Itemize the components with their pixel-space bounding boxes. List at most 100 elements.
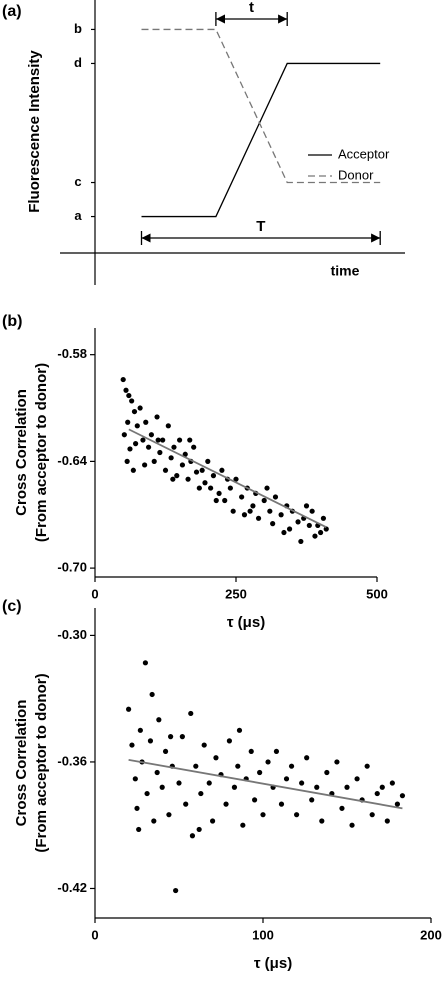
data-point	[201, 742, 207, 748]
data-point	[151, 458, 157, 464]
data-point	[142, 660, 148, 666]
data-point	[295, 519, 301, 525]
y-axis-label: Cross Correlation	[13, 700, 30, 827]
data-point	[257, 769, 263, 776]
data-point	[126, 706, 132, 712]
data-point	[162, 748, 169, 755]
x-tick-label: 250	[225, 586, 247, 601]
data-point	[173, 887, 179, 894]
data-point	[182, 451, 188, 457]
data-point	[303, 503, 310, 509]
y-tick-label: -0.36	[57, 753, 87, 768]
data-point	[314, 784, 320, 790]
data-point	[142, 462, 148, 468]
data-point	[210, 818, 216, 824]
y-tick-label: c	[74, 174, 81, 189]
data-point	[223, 801, 229, 807]
data-point	[127, 446, 133, 452]
data-point	[193, 469, 200, 475]
data-point	[154, 769, 160, 776]
data-point	[168, 734, 174, 740]
data-point	[298, 538, 304, 545]
data-point	[399, 793, 406, 799]
x-tick-label: 0	[91, 927, 98, 942]
data-point	[334, 759, 340, 765]
data-point	[231, 784, 238, 790]
data-point	[126, 392, 132, 399]
x-tick-label: 200	[420, 927, 442, 942]
data-point	[394, 801, 400, 807]
data-point	[247, 508, 253, 514]
legend-label: Acceptor	[338, 146, 390, 161]
data-point	[132, 776, 138, 782]
data-point	[202, 480, 208, 486]
data-point	[191, 444, 197, 450]
data-point	[281, 529, 287, 536]
data-point	[151, 818, 157, 824]
y-tick-label: -0.42	[57, 880, 87, 895]
data-point	[134, 805, 140, 811]
data-point	[144, 790, 150, 797]
data-point	[129, 398, 135, 404]
data-point	[170, 476, 176, 482]
data-point	[177, 437, 183, 443]
data-point	[319, 818, 325, 824]
data-point	[389, 780, 395, 786]
data-point	[354, 776, 360, 782]
data-point	[137, 405, 143, 411]
legend-label: Donor	[338, 167, 374, 182]
data-point	[179, 462, 186, 468]
data-point	[134, 423, 140, 429]
data-point	[369, 812, 375, 818]
data-point	[374, 790, 380, 797]
data-point	[226, 738, 232, 744]
data-point	[136, 826, 142, 833]
data-point	[145, 444, 152, 450]
data-point	[168, 455, 174, 461]
panel-label: (c)	[2, 598, 22, 615]
data-point	[255, 515, 262, 521]
data-point	[261, 497, 267, 504]
data-point	[162, 467, 169, 473]
data-point	[157, 449, 163, 456]
data-point	[129, 742, 135, 748]
data-point	[278, 512, 284, 518]
data-point	[239, 494, 245, 500]
data-point	[210, 473, 217, 479]
x-tick-label: 100	[252, 927, 274, 942]
annotation: t	[249, 0, 254, 16]
data-point	[125, 419, 131, 425]
data-point	[323, 526, 329, 532]
x-tick-label: 500	[366, 586, 388, 601]
data-point	[174, 473, 180, 479]
data-point	[318, 529, 324, 536]
panel-label: (a)	[2, 3, 22, 20]
data-point	[272, 494, 279, 500]
y-tick-label: -0.58	[57, 346, 87, 361]
data-point	[140, 437, 146, 443]
data-point	[160, 437, 166, 443]
y-tick-label: -0.70	[57, 560, 87, 575]
y-tick-label: b	[74, 21, 82, 36]
data-point	[288, 763, 295, 769]
data-point	[294, 812, 300, 818]
y-axis-label: (From acceptor to donor)	[33, 363, 50, 542]
fit-line	[128, 758, 403, 810]
data-point	[236, 727, 243, 733]
data-point	[379, 784, 385, 790]
data-point	[159, 784, 165, 790]
data-point	[166, 812, 172, 818]
series-line	[141, 28, 381, 184]
data-point	[179, 734, 185, 740]
data-point	[196, 485, 202, 491]
data-point	[176, 780, 182, 786]
y-tick-label: a	[74, 208, 82, 223]
data-point	[278, 801, 285, 807]
data-point	[198, 790, 204, 797]
data-point	[133, 441, 139, 447]
data-point	[143, 419, 149, 425]
data-point	[264, 485, 270, 491]
data-point	[324, 769, 330, 776]
data-point	[187, 437, 193, 443]
